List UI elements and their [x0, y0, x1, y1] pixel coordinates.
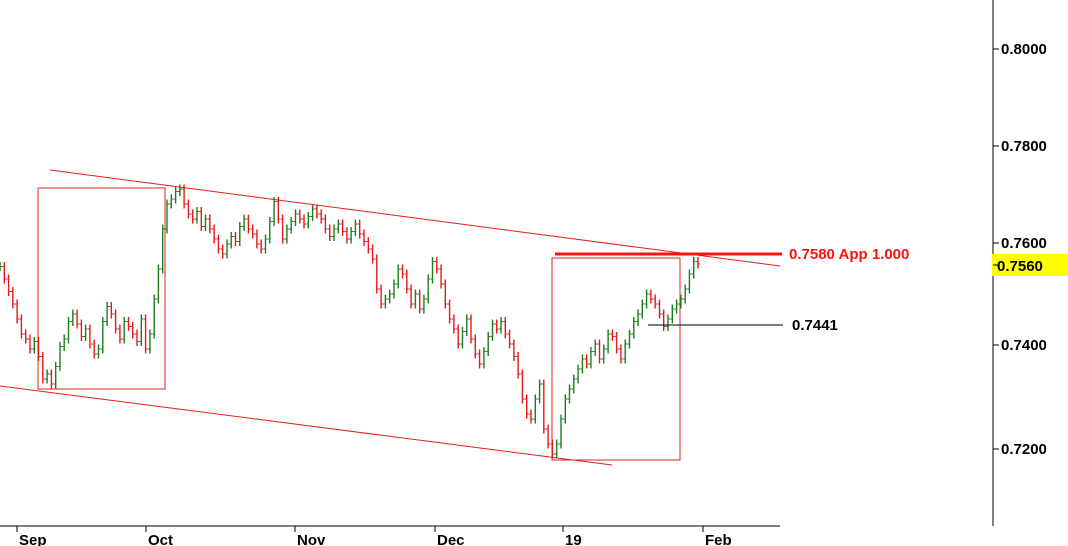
x-tick-label: Nov [297, 532, 326, 546]
x-tick-label: 19 [565, 532, 582, 546]
current-price-label: 0.7560 [997, 258, 1043, 275]
y-tick-label: 0.8000 [1001, 41, 1047, 58]
y-tick-label: 0.7800 [1001, 138, 1047, 155]
support-label: 0.7441 [792, 317, 838, 334]
y-tick-label: 0.7400 [1001, 337, 1047, 354]
range-box-left [37, 187, 166, 390]
current-price-badge [992, 254, 1068, 276]
range-box-right [551, 257, 681, 461]
x-tick-label: Dec [437, 532, 465, 546]
x-tick-label: Oct [148, 532, 173, 546]
lower-channel-line [0, 385, 613, 466]
x-tick-label: Sep [19, 532, 47, 546]
y-axis: 0.8000 0.7800 0.7600 0.7400 0.7200 [993, 41, 1047, 458]
upper-channel-line [49, 169, 781, 267]
y-tick-label: 0.7600 [1001, 235, 1047, 252]
y-tick-label: 0.7200 [1001, 441, 1047, 458]
x-axis: Sep Oct Nov Dec 19 Feb [16, 526, 732, 546]
resistance-label: 0.7580 App 1.000 [789, 246, 909, 263]
price-bars [0, 184, 700, 459]
x-tick-label: Feb [705, 532, 732, 546]
